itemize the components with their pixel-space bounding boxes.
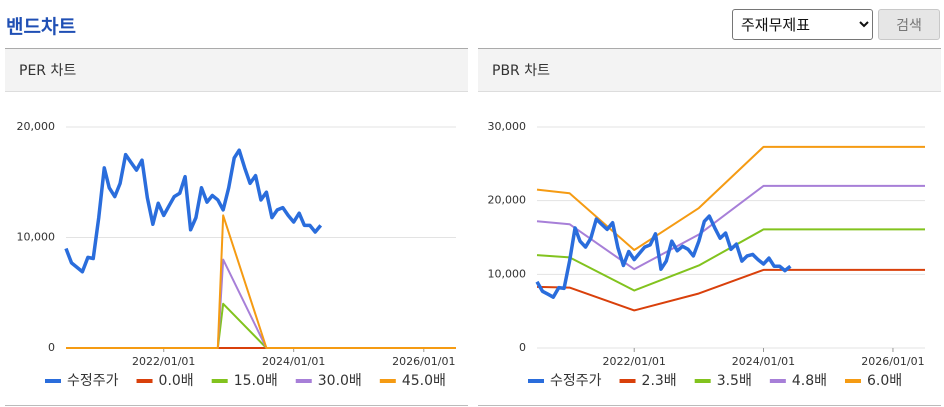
legend-text: 45.0배	[402, 373, 446, 389]
panel-title: PBR 차트	[478, 49, 941, 92]
page-title: 밴드차트	[6, 16, 76, 38]
legend-text: 2.3배	[642, 373, 677, 389]
series-line	[535, 214, 792, 299]
y-tick-label: 0	[48, 341, 55, 354]
legend-text: 6.0배	[867, 373, 902, 389]
y-tick-label: 20,000	[488, 194, 527, 207]
x-tick-label: 2024/01/01	[262, 355, 325, 368]
x-tick-label: 2022/01/01	[132, 355, 195, 368]
statement-select[interactable]: 주재무제표	[732, 9, 873, 40]
y-tick-label: 30,000	[488, 120, 527, 133]
x-tick-label: 2024/01/01	[732, 355, 795, 368]
x-tick-label: 2026/01/01	[861, 355, 924, 368]
series-line	[536, 145, 925, 252]
x-tick-label: 2022/01/01	[603, 355, 666, 368]
legend-text: 15.0배	[234, 373, 278, 389]
search-button[interactable]: 검색	[878, 9, 940, 40]
series-line	[64, 148, 323, 274]
x-tick-label: 2026/01/01	[392, 355, 455, 368]
legend-text: 30.0배	[318, 373, 362, 389]
pbr-panel: PBR 차트	[478, 48, 941, 406]
series-line	[66, 302, 456, 349]
y-tick-label: 10,000	[17, 231, 56, 244]
series-line	[536, 228, 925, 292]
series-line	[536, 184, 925, 271]
per-panel: PER 차트	[5, 48, 468, 406]
legend-text: 3.5배	[717, 373, 752, 389]
series-line	[536, 268, 925, 312]
series-line	[66, 258, 456, 349]
series-line	[66, 214, 456, 349]
legend-text: 4.8배	[792, 373, 827, 389]
legend-text: 수정주가	[67, 373, 119, 389]
legend-text: 0.0배	[159, 373, 194, 389]
y-tick-label: 10,000	[488, 267, 527, 280]
legend-text: 수정주가	[550, 373, 602, 389]
y-tick-label: 20,000	[17, 120, 56, 133]
y-tick-label: 0	[519, 341, 526, 354]
panel-title: PER 차트	[5, 49, 468, 92]
